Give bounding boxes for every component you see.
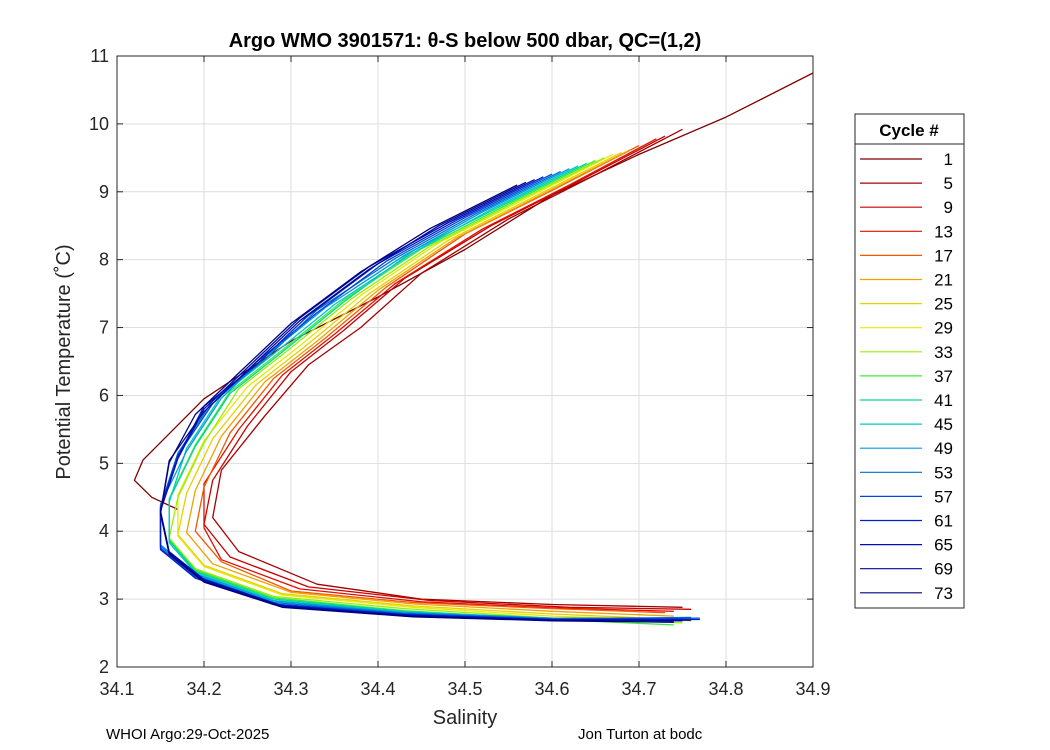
legend-label-cycle-49: 49 [934, 439, 953, 458]
series-line-cycle-5 [212, 128, 683, 608]
legend-items: 1 5 9 13 17 21 25 29 33 37 41 45 49 53 57 61 65 69 73 [860, 150, 953, 603]
legend-box [854, 113, 965, 609]
y-tick-label: 6 [99, 385, 109, 405]
x-tick-label: 34.9 [795, 679, 830, 699]
series-line-cycle-1 [133, 72, 813, 511]
legend-label-cycle-73: 73 [934, 584, 953, 603]
legend-label-cycle-29: 29 [934, 319, 953, 338]
y-tick-label: 3 [99, 589, 109, 609]
series-line-cycle-65 [159, 179, 692, 621]
series-line-cycle-41 [168, 162, 674, 623]
series-line-cycle-17 [194, 145, 666, 614]
series-line-cycle-73 [159, 184, 674, 623]
chart-title: Argo WMO 3901571: θ-S below 500 dbar, QC… [229, 30, 702, 52]
x-tick-label: 34.5 [447, 679, 482, 699]
axis-ticks: 34.1 34.2 34.3 34.4 34.5 34.6 34.7 34.8 34.9 2 3 4 5… [89, 46, 831, 699]
legend-label-cycle-57: 57 [934, 487, 953, 506]
legend-label-cycle-17: 17 [934, 246, 953, 265]
footer-right-credit: Jon Turton at bodc [578, 726, 703, 743]
series-line-cycle-21 [185, 149, 674, 617]
series-line-cycle-9 [203, 135, 692, 610]
legend-label-cycle-1: 1 [944, 150, 953, 169]
legend-title: Cycle # [879, 121, 939, 140]
legend-label-cycle-5: 5 [944, 174, 953, 193]
series-layer [133, 72, 813, 626]
y-tick-label: 4 [99, 521, 109, 541]
series-line-cycle-33 [168, 157, 683, 624]
x-tick-label: 34.6 [534, 679, 569, 699]
series-line-cycle-45 [168, 165, 683, 621]
y-tick-label: 5 [99, 453, 109, 473]
series-line-cycle-13 [203, 138, 674, 612]
x-tick-label: 34.2 [186, 679, 221, 699]
y-tick-label: 10 [89, 114, 109, 134]
legend-label-cycle-53: 53 [934, 463, 953, 482]
legend-label-cycle-61: 61 [934, 512, 953, 531]
legend-label-cycle-69: 69 [934, 560, 953, 579]
x-tick-label: 34.3 [273, 679, 308, 699]
x-tick-label: 34.7 [621, 679, 656, 699]
legend: Cycle # 1 5 9 13 17 21 25 29 33 37 41 45 49 53 57 61 65 6… [854, 113, 965, 609]
y-tick-label: 11 [90, 46, 109, 66]
legend-label-cycle-45: 45 [934, 415, 953, 434]
y-tick-label: 2 [99, 657, 109, 677]
y-axis-label: Potential Temperature (˚C) [53, 244, 75, 479]
x-tick-label: 34.4 [360, 679, 395, 699]
legend-label-cycle-33: 33 [934, 343, 953, 362]
series-line-cycle-25 [177, 151, 683, 621]
legend-label-cycle-25: 25 [934, 295, 953, 314]
legend-label-cycle-21: 21 [934, 271, 953, 290]
footer-left-credit: WHOI Argo:29-Oct-2025 [106, 726, 270, 743]
series-line-cycle-29 [177, 153, 692, 622]
legend-label-cycle-9: 9 [944, 198, 953, 217]
legend-label-cycle-37: 37 [934, 367, 953, 386]
legend-label-cycle-13: 13 [934, 222, 953, 241]
x-tick-label: 34.8 [708, 679, 743, 699]
legend-label-cycle-65: 65 [934, 536, 953, 555]
x-axis-label: Salinity [433, 707, 497, 729]
y-tick-label: 9 [99, 182, 109, 202]
series-line-cycle-49 [159, 168, 692, 619]
grid-lines [116, 55, 814, 668]
legend-label-cycle-41: 41 [934, 391, 953, 410]
y-tick-label: 8 [99, 250, 109, 270]
series-line-cycle-37 [168, 159, 674, 626]
y-tick-label: 7 [99, 318, 109, 338]
x-tick-label: 34.1 [99, 679, 134, 699]
